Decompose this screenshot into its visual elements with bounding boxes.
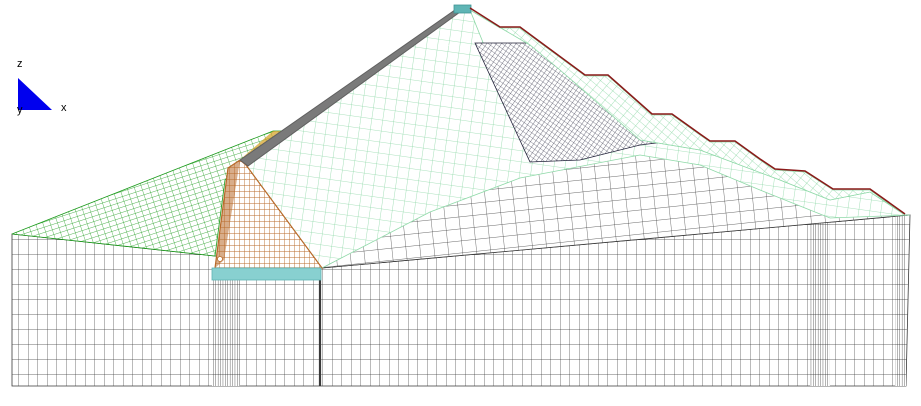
- cutoff-wall: [211, 267, 322, 281]
- drain-node: [217, 256, 223, 262]
- filter-zone-left-edge: [215, 160, 240, 268]
- dense-foundation-band-left: [212, 280, 240, 386]
- axis-triad: z x y: [17, 58, 67, 116]
- axis-label-x: x: [61, 102, 67, 114]
- axis-label-z: z: [17, 58, 23, 70]
- dense-foundation-band-right: [810, 217, 830, 386]
- axis-triad-icon: [18, 78, 52, 110]
- dense-foundation-band-edge: [895, 215, 906, 386]
- crest-parapet: [453, 4, 472, 14]
- downstream-outline: [469, 7, 906, 215]
- axis-label-y: y: [17, 104, 23, 116]
- foundation-mesh: [11, 214, 911, 387]
